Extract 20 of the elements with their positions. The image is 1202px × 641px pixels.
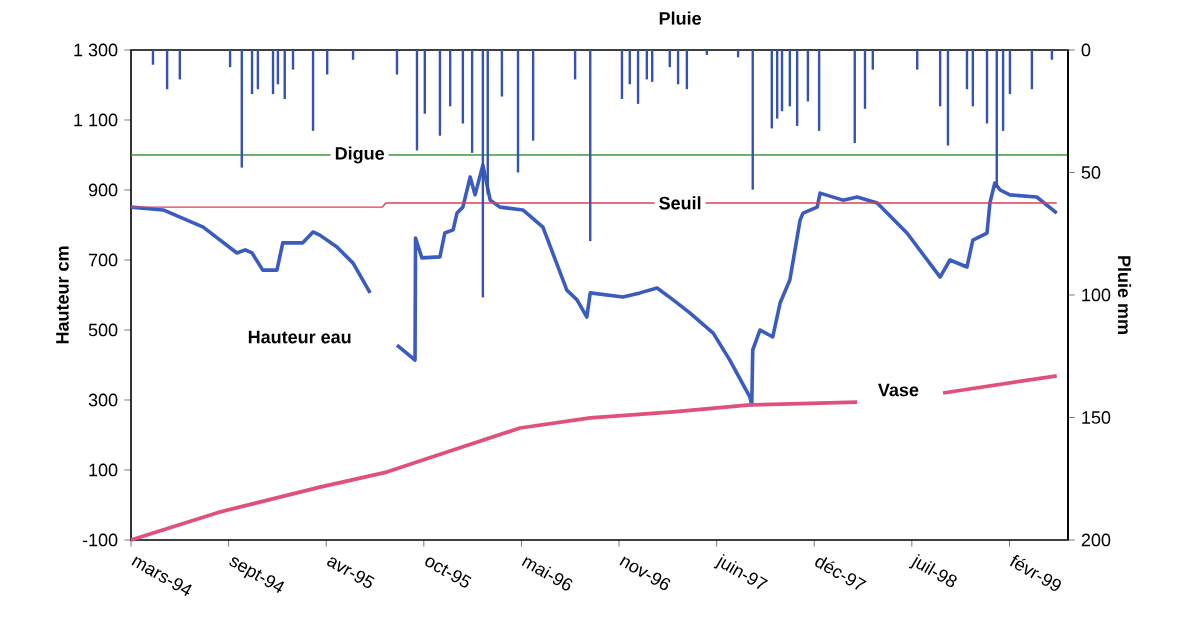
y2-tick-label: 150 — [1082, 411, 1111, 424]
ref-line-label: Digue — [335, 146, 385, 164]
y-tick-label: 900 — [88, 183, 118, 197]
y-tick-label: 1 100 — [74, 113, 118, 127]
y-axis-title: Hauteur cm — [56, 246, 69, 344]
y2-tick-label: 50 — [1081, 166, 1101, 179]
y2-tick-label: 0 — [1081, 43, 1091, 57]
y-tick-label: 700 — [88, 253, 118, 267]
text: Hauteur eau — [248, 330, 351, 344]
y-tick-label: -100 — [82, 533, 118, 547]
y2-tick-label: 100 — [1082, 288, 1111, 302]
y-tick-label: 300 — [88, 393, 118, 407]
y-tick-label: 1 300 — [74, 43, 118, 57]
series-label: Seuil — [659, 196, 701, 210]
series-label: Pluie — [659, 11, 701, 25]
series-label: Vase — [878, 383, 919, 397]
y-tick-label: 100 — [89, 463, 118, 477]
y2-tick-label: 200 — [1081, 533, 1111, 547]
y-tick-label: 500 — [88, 323, 118, 337]
y2-axis-title: Pluie mm — [1117, 256, 1132, 334]
